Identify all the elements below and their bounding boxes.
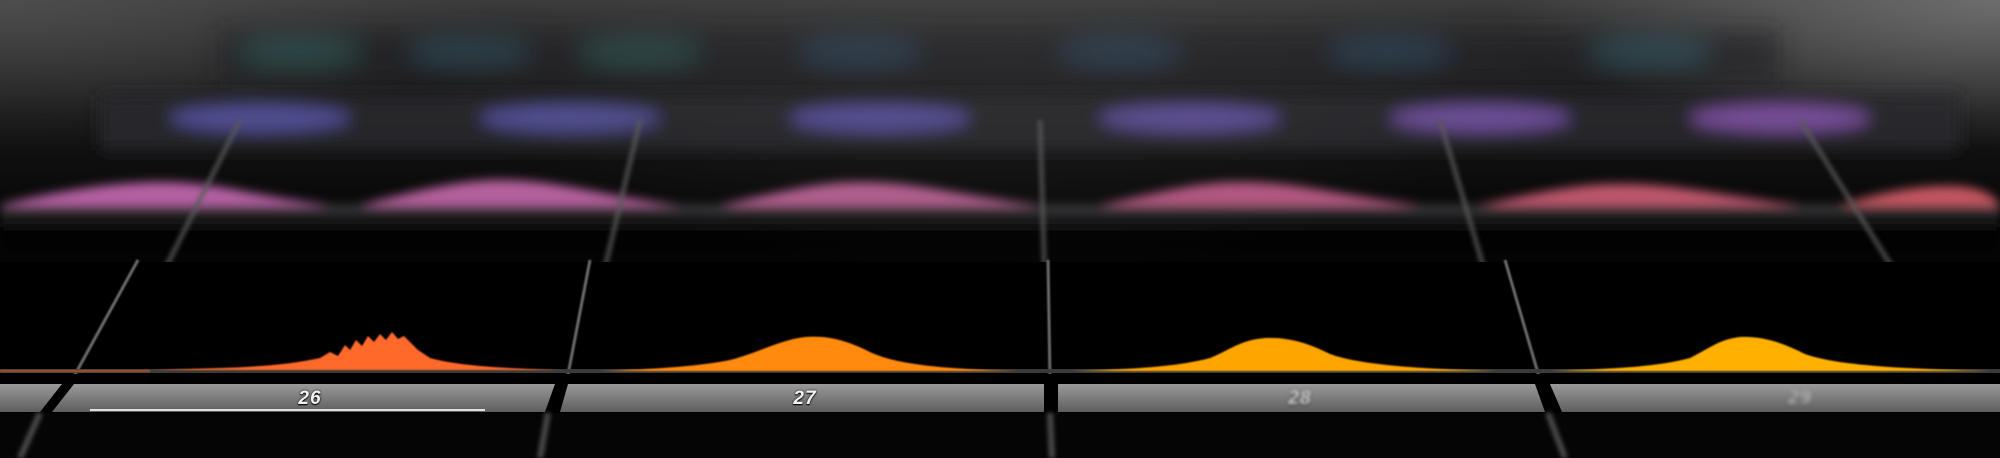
row-3-tiles [0,180,2000,252]
tile-label-26: 26 [298,388,322,409]
histogram-29 [1550,336,1990,371]
row-2-tiles [100,95,1960,150]
tile-label-29: 29 [1788,388,1812,409]
label-bar-row [0,374,2000,458]
histogram-28 [1070,337,1500,371]
histogram-27 [600,336,1020,371]
row-1-tiles [220,30,1780,80]
tile-label-27: 27 [793,388,817,409]
histogram-26 [0,332,560,372]
tile-label-28: 28 [1288,388,1312,409]
